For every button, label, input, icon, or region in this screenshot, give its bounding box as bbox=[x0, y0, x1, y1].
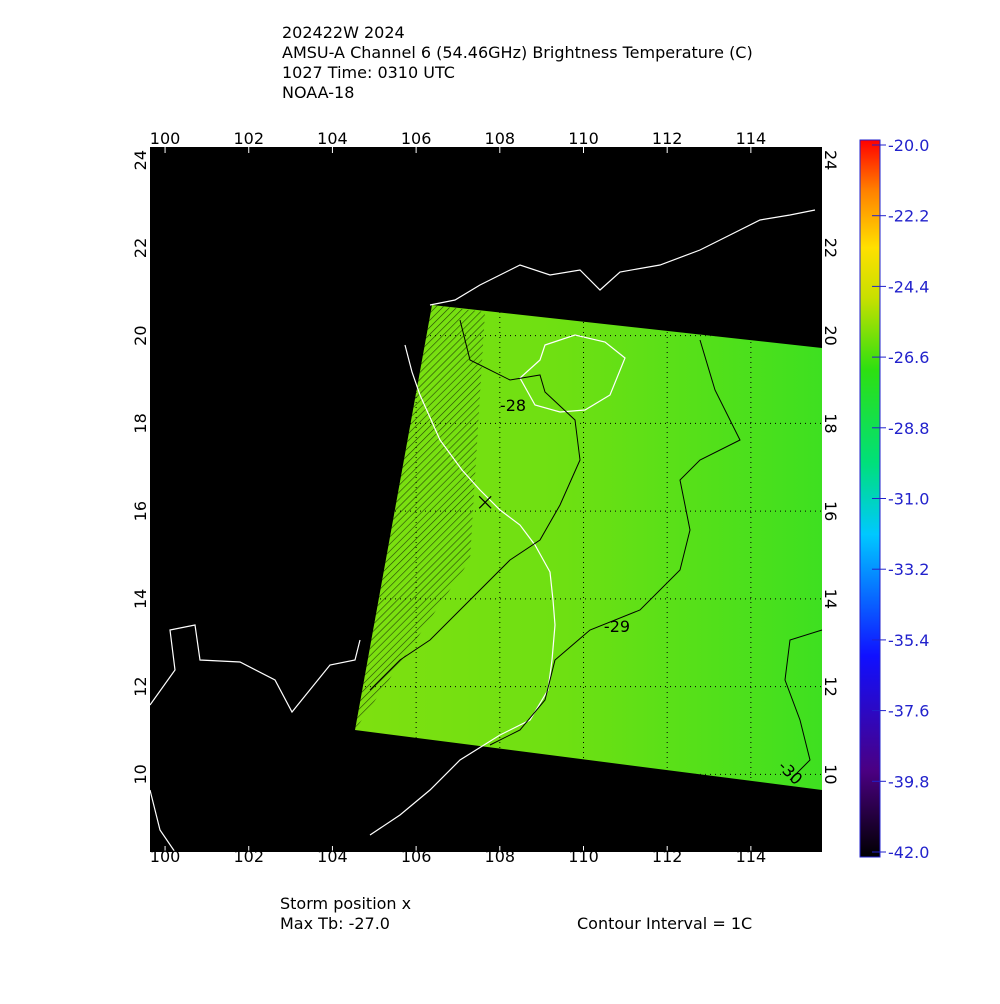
x-tick-label: 102 bbox=[233, 129, 264, 148]
y-tick-label: 12 bbox=[131, 676, 150, 696]
y-tick-label: 24 bbox=[131, 150, 150, 170]
footer-max-tb: Max Tb: -27.0 bbox=[280, 914, 390, 933]
footer-interval: Contour Interval = 1C bbox=[577, 914, 752, 933]
x-tick-label: 112 bbox=[652, 129, 683, 148]
colorbar-label: -28.8 bbox=[888, 419, 929, 438]
colorbar-label: -39.8 bbox=[888, 772, 929, 791]
y-tick-label: 10 bbox=[131, 764, 150, 784]
x-tick-label: 108 bbox=[485, 847, 516, 866]
contour-label: -28 bbox=[500, 396, 526, 415]
contour-label: -29 bbox=[604, 617, 630, 636]
y-tick-label: 18 bbox=[821, 413, 840, 433]
x-tick-label: 104 bbox=[317, 847, 348, 866]
header-line: NOAA-18 bbox=[282, 83, 354, 102]
y-tick-label: 20 bbox=[821, 325, 840, 345]
colorbar-label: -31.0 bbox=[888, 490, 929, 509]
colorbar-label: -42.0 bbox=[888, 843, 929, 862]
y-tick-label: 16 bbox=[131, 501, 150, 521]
colorbar-label: -20.0 bbox=[888, 136, 929, 155]
header-line: 1027 Time: 0310 UTC bbox=[282, 63, 455, 82]
footer-storm: Storm position x bbox=[280, 894, 411, 913]
contours bbox=[369, 319, 823, 781]
y-tick-label: 10 bbox=[821, 764, 840, 784]
y-tick-label: 20 bbox=[131, 325, 150, 345]
x-tick-label: 106 bbox=[401, 129, 432, 148]
x-tick-label: 104 bbox=[317, 129, 348, 148]
y-tick-label: 12 bbox=[821, 676, 840, 696]
y-tick-label: 22 bbox=[131, 238, 150, 258]
colorbar-label: -26.6 bbox=[888, 348, 929, 367]
header-line: 202422W 2024 bbox=[282, 23, 405, 42]
x-tick-label: 114 bbox=[736, 847, 767, 866]
y-tick-label: 22 bbox=[821, 238, 840, 258]
x-tick-label: 108 bbox=[485, 129, 516, 148]
x-tick-label: 114 bbox=[736, 129, 767, 148]
y-tick-label: 14 bbox=[131, 589, 150, 609]
colorbar-label: -22.2 bbox=[888, 207, 929, 226]
x-tick-label: 102 bbox=[233, 847, 264, 866]
y-tick-label: 16 bbox=[821, 501, 840, 521]
colorbar-label: -33.2 bbox=[888, 560, 929, 579]
swath-hatch bbox=[355, 305, 485, 730]
x-tick-label: 110 bbox=[568, 847, 599, 866]
x-tick-label: 112 bbox=[652, 847, 683, 866]
storm-marker bbox=[478, 495, 492, 509]
colorbar-label: -35.4 bbox=[888, 631, 929, 650]
y-tick-label: 18 bbox=[131, 413, 150, 433]
y-tick-label: 14 bbox=[821, 589, 840, 609]
x-tick-label: 110 bbox=[568, 129, 599, 148]
coastline bbox=[149, 209, 816, 853]
x-tick-label: 100 bbox=[150, 129, 181, 148]
y-tick-label: 24 bbox=[821, 150, 840, 170]
colorbar-label: -37.6 bbox=[888, 702, 929, 721]
header-line: AMSU-A Channel 6 (54.46GHz) Brightness T… bbox=[282, 43, 753, 62]
x-tick-label: 106 bbox=[401, 847, 432, 866]
colorbar-label: -24.4 bbox=[888, 277, 929, 296]
x-tick-label: 100 bbox=[150, 847, 181, 866]
